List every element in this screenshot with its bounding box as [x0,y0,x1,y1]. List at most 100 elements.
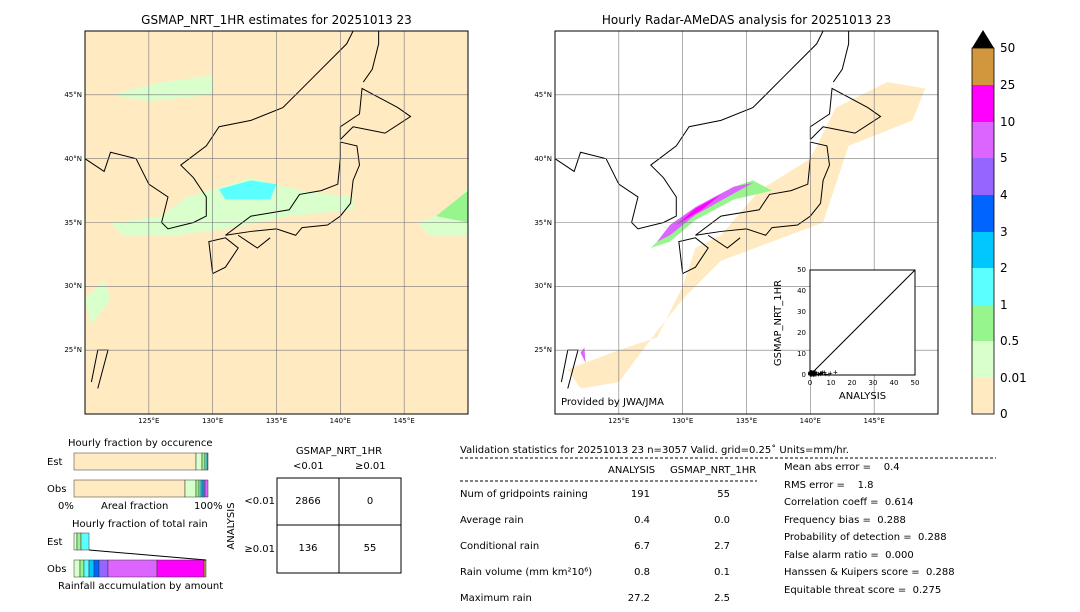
lat-tick-label: 40°N [64,154,82,163]
cell-10: 136 [298,543,318,554]
scatter-xtick: 20 [847,379,857,387]
colorbar-segment [972,48,994,85]
occ-obs-segment [198,479,202,498]
lat-tick-label: 40°N [534,154,552,163]
contingency-row-title: ANALYSIS [226,502,237,550]
scatter-ytick: 0 [801,371,806,379]
lon-tick-label: 140°E [799,417,821,425]
stat-analysis-value: 0.4 [634,515,650,526]
occ-obs-segment [184,479,197,498]
stat-gsmap-value: 0.0 [714,515,730,526]
stat-gsmap-value: 2.7 [714,541,730,552]
colorbar-segment [972,305,994,341]
lon-tick-label: 125°E [138,417,160,425]
rain-area [650,180,773,249]
lon-tick-label: 145°E [393,417,415,425]
scatter-point [822,370,827,375]
colorbar-tick-label: 0.01 [1000,371,1027,385]
scatter-ytick: 10 [797,350,806,358]
stat-row-label: Maximum rain [460,593,532,604]
colorbar-segment [972,195,994,232]
colorbar-segment [972,85,994,122]
occ-est-segment [204,452,208,471]
cell-00: 2866 [295,496,321,507]
colorbar-segment [972,378,994,414]
rain-obs-segment [156,559,205,578]
colorbar-tick-label: 50 [1000,41,1016,55]
colorbar-tick-label: 3 [1000,225,1008,239]
colorbar-tick-label: 0 [1000,407,1008,421]
rain-area [219,180,277,200]
rain-obs-segment [79,559,85,578]
lon-tick-label: 130°E [202,417,224,425]
rain-est-segment [73,532,78,551]
scatter-xtick: 50 [910,379,920,387]
rain-area [85,279,111,325]
rain-obs-segment [73,559,81,578]
coastline-honshu [695,141,830,236]
stats-header: Validation statistics for 20251013 23 n=… [460,445,849,456]
stat-row-label: Average rain [460,515,524,526]
occ-0pct: 0% [58,501,74,512]
colorbar-segment [972,122,994,158]
right-map-title: Hourly Radar-AMeDAS analysis for 2025101… [601,13,892,27]
lat-tick-label: 35°N [534,218,552,227]
scatter-xtick: 30 [868,379,878,387]
occ-obs-segment [200,479,204,498]
rain-obs-segment [203,559,207,578]
contingency-row-1: ≥0.01 [244,544,275,555]
lon-tick-label: 130°E [672,417,694,425]
provider-annotation: Provided by JWA/JMA [561,397,664,408]
stats-col-analysis: ANALYSIS [608,465,656,476]
scatter-ytick: 30 [797,308,806,316]
scatter-xtick: 10 [826,379,836,387]
coastline-korea [84,30,354,230]
colorbar-tick-label: 10 [1000,115,1016,129]
rain-est-segment [80,532,90,551]
coastline-sakhalin [362,31,380,83]
colorbar-tick-label: 5 [1000,151,1008,165]
coastline-kyushu [208,237,239,275]
connector [88,549,207,561]
stat-gsmap-value: 0.1 [714,567,730,578]
rain-area [657,182,753,242]
stat-analysis-value: 6.7 [634,541,650,552]
stat-analysis-value: 0.8 [634,567,650,578]
occ-obs-segment [202,479,206,498]
score-line: Mean abs error = 0.4 [784,462,900,473]
lat-tick-label: 45°N [64,90,82,99]
occ-obs-segment [73,479,186,498]
lat-tick-label: 45°N [534,90,552,99]
occ-xlabel: Areal fraction [101,501,169,512]
contingency-col-1: ≥0.01 [355,461,386,472]
rain-obs-segment [83,559,90,578]
occ-obs-segment [195,479,200,498]
lon-tick-label: 135°E [265,417,288,425]
map-frame [554,30,939,415]
contingency-title: GSMAP_NRT_1HR [295,446,383,457]
stat-gsmap-value: 55 [717,489,730,500]
coastline-shikoku [237,234,271,249]
scatter-point [833,370,838,375]
occ-est-label: Est [47,457,63,468]
coastline-hokkaido [339,87,412,140]
score-line: Correlation coeff = 0.614 [784,497,914,508]
rain-area [676,194,721,226]
lon-tick-label: 140°E [329,417,351,425]
score-line: Equitable threat score = 0.275 [784,584,942,596]
scatter-xtick: 0 [807,379,813,387]
stat-row-label: Conditional rain [460,541,540,552]
stat-analysis-value: 191 [630,489,650,500]
rain-obs-segment [107,559,158,578]
lat-tick-label: 25°N [64,346,82,355]
stat-row-label: Num of gridpoints raining [460,489,588,500]
scatter-ylabel: GSMAP_NRT_1HR [773,279,784,367]
contingency-row-0: <0.01 [244,496,275,507]
scatter-point [818,371,823,376]
colorbar-segment [972,158,994,195]
occ-est-segment [73,452,197,471]
colorbar-tick-label: 4 [1000,188,1008,202]
occurrence-title: Hourly fraction by occurence [68,438,213,449]
rain-obs-label: Obs [47,564,67,575]
rain-xlabel: Rainfall accumulation by amount [58,581,224,592]
